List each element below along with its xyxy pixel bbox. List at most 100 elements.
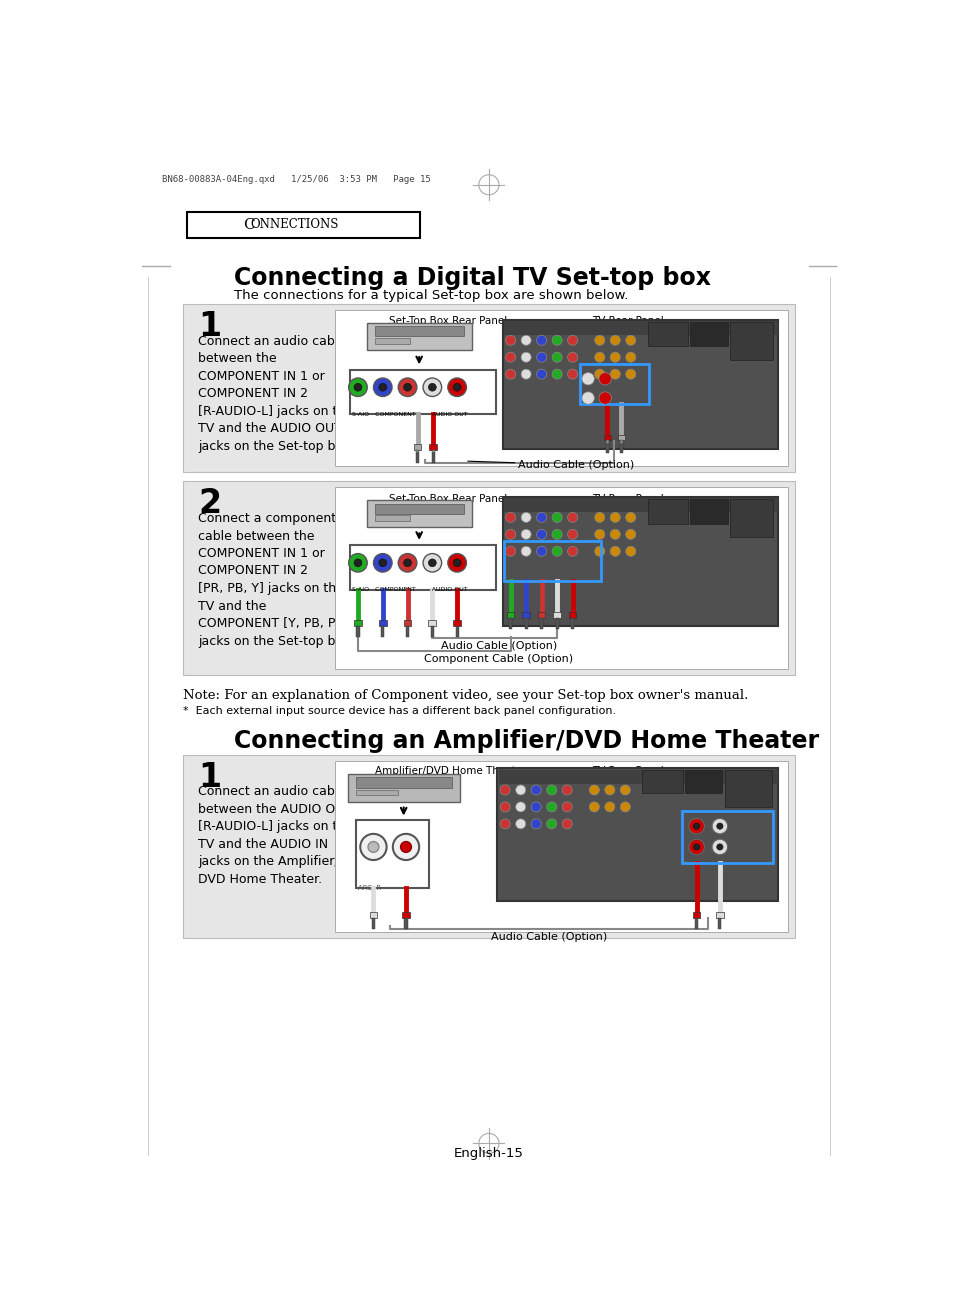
Circle shape — [711, 818, 727, 834]
Bar — [502, 497, 778, 626]
Circle shape — [552, 546, 561, 556]
Circle shape — [625, 370, 635, 379]
Circle shape — [567, 335, 578, 346]
Bar — [579, 364, 648, 404]
Bar — [335, 760, 787, 931]
Circle shape — [536, 513, 546, 522]
Bar — [605, 441, 608, 444]
Circle shape — [505, 335, 516, 346]
Bar — [416, 450, 418, 454]
Bar — [729, 322, 772, 360]
Circle shape — [561, 819, 572, 828]
Text: S-AIO   COMPONENT        AUDIO OUT: S-AIO COMPONENT AUDIO OUT — [352, 588, 467, 593]
Circle shape — [604, 785, 615, 796]
Circle shape — [403, 559, 411, 567]
Circle shape — [625, 530, 635, 539]
Circle shape — [594, 530, 604, 539]
Circle shape — [625, 513, 635, 522]
Circle shape — [610, 335, 619, 346]
Circle shape — [598, 392, 611, 404]
Bar — [356, 626, 359, 636]
Circle shape — [604, 802, 615, 811]
Bar — [355, 821, 429, 888]
Circle shape — [516, 785, 525, 796]
Text: ARC  R: ARC R — [357, 885, 380, 892]
Circle shape — [516, 819, 525, 828]
Bar — [406, 626, 409, 636]
Circle shape — [610, 513, 619, 522]
Bar — [718, 918, 720, 928]
Bar — [690, 498, 727, 523]
Bar — [431, 626, 434, 636]
Circle shape — [499, 819, 510, 828]
Text: Connecting a Digital TV Set-top box: Connecting a Digital TV Set-top box — [233, 266, 710, 289]
Bar — [647, 322, 687, 346]
Circle shape — [693, 844, 699, 849]
Bar — [429, 444, 436, 450]
Text: The connections for a typical Set-top box are shown below.: The connections for a typical Set-top bo… — [233, 289, 628, 301]
Bar — [414, 444, 421, 450]
Circle shape — [400, 842, 411, 852]
Circle shape — [428, 384, 436, 391]
Bar — [375, 504, 464, 514]
Bar — [372, 918, 375, 928]
Bar — [375, 338, 410, 345]
Bar — [456, 626, 458, 636]
Circle shape — [428, 559, 436, 567]
Bar — [497, 768, 778, 901]
Circle shape — [378, 559, 386, 567]
Circle shape — [520, 546, 531, 556]
Circle shape — [625, 352, 635, 362]
Bar — [402, 913, 410, 918]
Circle shape — [422, 377, 441, 397]
Circle shape — [520, 352, 531, 362]
Circle shape — [598, 372, 611, 385]
Bar — [553, 611, 560, 618]
Text: Set-Top Box Rear Panel: Set-Top Box Rear Panel — [389, 493, 507, 504]
Circle shape — [688, 818, 703, 834]
Circle shape — [594, 335, 604, 346]
Circle shape — [619, 802, 630, 811]
Bar — [404, 918, 407, 928]
Bar — [724, 771, 771, 807]
Circle shape — [567, 513, 578, 522]
Circle shape — [505, 546, 516, 556]
Bar — [378, 619, 386, 626]
Circle shape — [561, 785, 572, 796]
Circle shape — [711, 839, 727, 855]
Circle shape — [625, 546, 635, 556]
Circle shape — [693, 823, 699, 830]
Circle shape — [610, 546, 619, 556]
Circle shape — [594, 513, 604, 522]
Circle shape — [373, 554, 392, 572]
Circle shape — [567, 370, 578, 379]
Circle shape — [447, 554, 466, 572]
Circle shape — [536, 546, 546, 556]
Circle shape — [531, 802, 540, 811]
Circle shape — [453, 384, 460, 391]
Bar — [335, 310, 787, 466]
Bar — [690, 322, 727, 346]
Circle shape — [594, 370, 604, 379]
Bar — [348, 773, 459, 802]
Text: 1: 1 — [198, 310, 221, 343]
Circle shape — [516, 802, 525, 811]
Circle shape — [403, 384, 411, 391]
Bar — [555, 618, 558, 629]
Circle shape — [453, 559, 460, 567]
Bar — [431, 450, 435, 454]
Circle shape — [610, 370, 619, 379]
Circle shape — [546, 802, 557, 811]
Circle shape — [397, 554, 416, 572]
Circle shape — [546, 785, 557, 796]
Circle shape — [373, 377, 392, 397]
Bar — [355, 777, 452, 789]
Bar — [453, 619, 460, 626]
Bar — [521, 611, 530, 618]
Bar — [537, 611, 545, 618]
Text: ONNECTIONS: ONNECTIONS — [250, 218, 338, 231]
Bar — [428, 619, 436, 626]
Bar — [375, 326, 464, 337]
Circle shape — [368, 842, 378, 852]
Circle shape — [520, 530, 531, 539]
